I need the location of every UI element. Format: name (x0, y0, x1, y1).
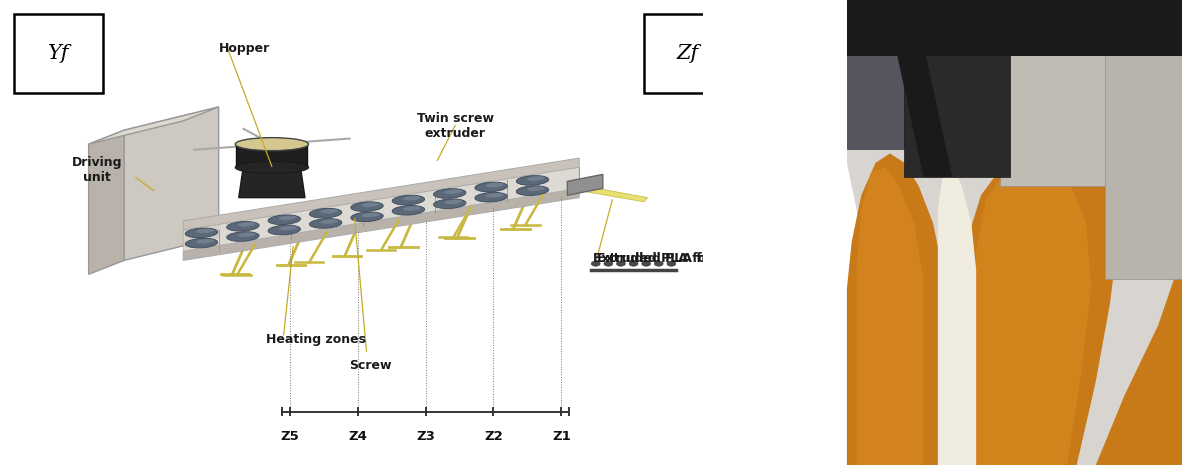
Text: Z4: Z4 (349, 430, 366, 443)
Ellipse shape (351, 212, 383, 222)
Ellipse shape (667, 261, 676, 266)
Text: Screw: Screw (349, 359, 391, 372)
Bar (846, 0, 1182, 465)
Ellipse shape (629, 261, 638, 266)
Bar (904, 0, 1009, 177)
Text: Driving
unit: Driving unit (72, 156, 122, 184)
Polygon shape (846, 153, 943, 465)
Text: Twin screw
extruder: Twin screw extruder (416, 112, 494, 140)
Ellipse shape (444, 199, 462, 204)
FancyBboxPatch shape (14, 14, 103, 93)
Ellipse shape (527, 176, 545, 181)
Polygon shape (239, 165, 305, 198)
Ellipse shape (196, 229, 214, 233)
Ellipse shape (517, 186, 548, 195)
Polygon shape (236, 144, 307, 167)
Ellipse shape (227, 221, 259, 231)
Ellipse shape (392, 195, 424, 205)
Ellipse shape (527, 186, 545, 191)
Ellipse shape (238, 222, 255, 226)
Ellipse shape (642, 261, 650, 266)
Ellipse shape (320, 219, 338, 224)
Text: Z2: Z2 (485, 430, 502, 443)
Text: Yf: Yf (48, 44, 70, 63)
Text: Hopper: Hopper (219, 42, 269, 55)
Bar (703, 0, 871, 465)
Text: Heating zones: Heating zones (266, 333, 366, 346)
Polygon shape (981, 256, 1182, 465)
Ellipse shape (268, 215, 300, 225)
Ellipse shape (486, 183, 504, 187)
Polygon shape (567, 174, 603, 195)
Text: Extruded PLA foam: Extruded PLA foam (597, 252, 732, 265)
Bar (846, 0, 943, 149)
Ellipse shape (486, 193, 504, 198)
Ellipse shape (362, 213, 379, 217)
Bar (1105, 0, 1182, 279)
Ellipse shape (617, 261, 625, 266)
Text: Z5: Z5 (280, 430, 299, 443)
Polygon shape (976, 163, 1091, 465)
Ellipse shape (320, 209, 338, 213)
Text: Z1: Z1 (552, 430, 571, 443)
Ellipse shape (591, 261, 600, 266)
Ellipse shape (434, 189, 466, 198)
Ellipse shape (310, 219, 342, 228)
Polygon shape (183, 167, 579, 251)
Ellipse shape (475, 193, 507, 202)
Polygon shape (885, 0, 953, 177)
Ellipse shape (279, 216, 297, 220)
Polygon shape (937, 163, 976, 465)
Ellipse shape (392, 206, 424, 215)
Text: Zf: Zf (677, 44, 699, 63)
Polygon shape (89, 107, 219, 144)
Ellipse shape (227, 232, 259, 241)
Ellipse shape (362, 203, 379, 207)
Ellipse shape (403, 206, 421, 211)
Polygon shape (124, 107, 219, 260)
Ellipse shape (655, 261, 663, 266)
Ellipse shape (475, 182, 507, 192)
Ellipse shape (268, 225, 300, 235)
Polygon shape (962, 149, 1119, 465)
Polygon shape (89, 130, 124, 274)
Polygon shape (585, 187, 648, 202)
Ellipse shape (196, 239, 214, 244)
Ellipse shape (279, 226, 297, 230)
Polygon shape (703, 140, 871, 465)
Polygon shape (183, 158, 579, 230)
Ellipse shape (517, 176, 548, 185)
Ellipse shape (235, 138, 309, 151)
Polygon shape (857, 167, 923, 465)
Polygon shape (183, 188, 579, 260)
Ellipse shape (604, 261, 612, 266)
Ellipse shape (403, 196, 421, 200)
Ellipse shape (186, 238, 217, 248)
Ellipse shape (238, 232, 255, 237)
Ellipse shape (444, 189, 462, 194)
Bar (1000, 0, 1119, 186)
Bar (846, 0, 1182, 56)
Text: Z3: Z3 (416, 430, 435, 443)
Text: Extruded PLA foam: Extruded PLA foam (593, 252, 728, 265)
Ellipse shape (351, 202, 383, 212)
Ellipse shape (235, 161, 309, 173)
Ellipse shape (186, 228, 217, 238)
Ellipse shape (434, 199, 466, 208)
Ellipse shape (310, 208, 342, 218)
FancyBboxPatch shape (644, 14, 733, 93)
